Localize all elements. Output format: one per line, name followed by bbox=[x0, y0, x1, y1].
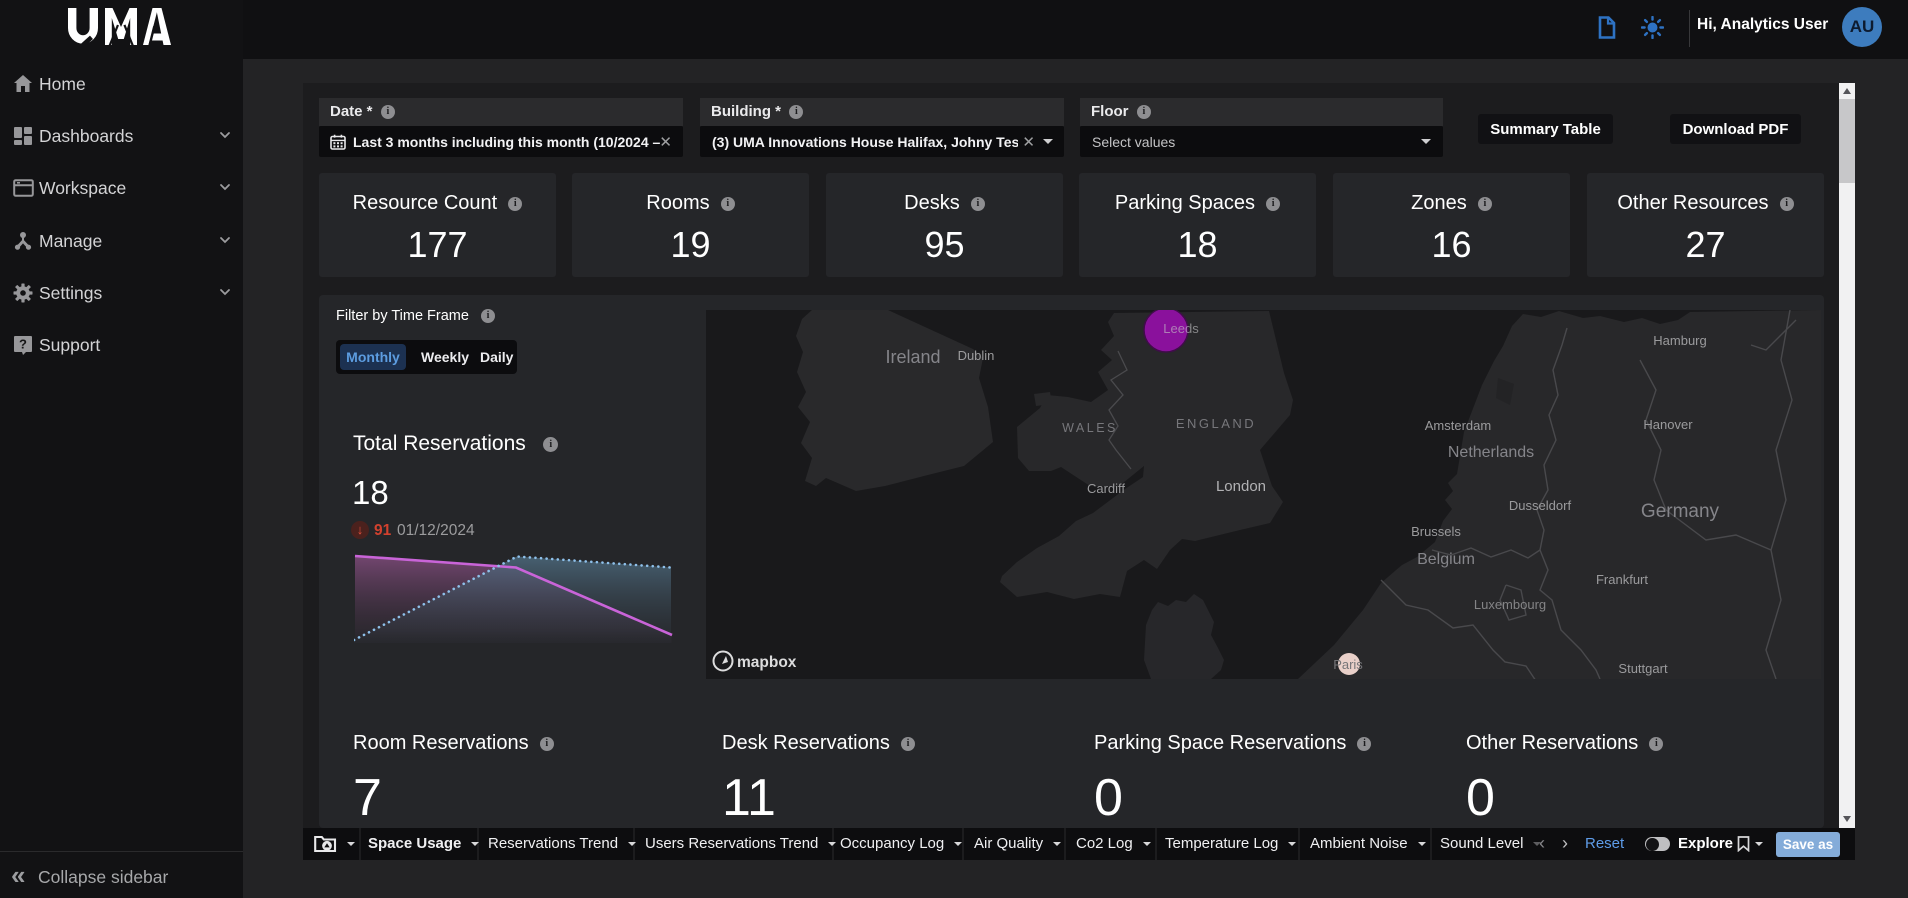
svg-text:Hamburg: Hamburg bbox=[1653, 333, 1706, 348]
svg-text:Hanover: Hanover bbox=[1643, 417, 1693, 432]
svg-text:Brussels: Brussels bbox=[1411, 524, 1461, 539]
svg-text:Amsterdam: Amsterdam bbox=[1425, 418, 1491, 433]
svg-text:Frankfurt: Frankfurt bbox=[1596, 572, 1648, 587]
svg-text:ENGLAND: ENGLAND bbox=[1176, 416, 1256, 431]
svg-text:Paris: Paris bbox=[1333, 657, 1363, 672]
svg-text:Ireland: Ireland bbox=[885, 347, 940, 367]
svg-text:Dusseldorf: Dusseldorf bbox=[1509, 498, 1572, 513]
svg-text:Germany: Germany bbox=[1641, 501, 1720, 522]
svg-text:WALES: WALES bbox=[1062, 421, 1118, 435]
svg-text:Netherlands: Netherlands bbox=[1448, 444, 1534, 461]
svg-text:Leeds: Leeds bbox=[1163, 321, 1199, 336]
svg-text:London: London bbox=[1216, 478, 1266, 495]
svg-text:Luxembourg: Luxembourg bbox=[1474, 597, 1546, 612]
svg-text:Dublin: Dublin bbox=[958, 348, 995, 363]
svg-text:?: ? bbox=[19, 337, 27, 352]
svg-text:Belgium: Belgium bbox=[1417, 551, 1475, 568]
svg-text:Stuttgart: Stuttgart bbox=[1618, 661, 1668, 676]
svg-text:Cardiff: Cardiff bbox=[1087, 481, 1125, 496]
svg-text:mapbox: mapbox bbox=[737, 654, 797, 671]
